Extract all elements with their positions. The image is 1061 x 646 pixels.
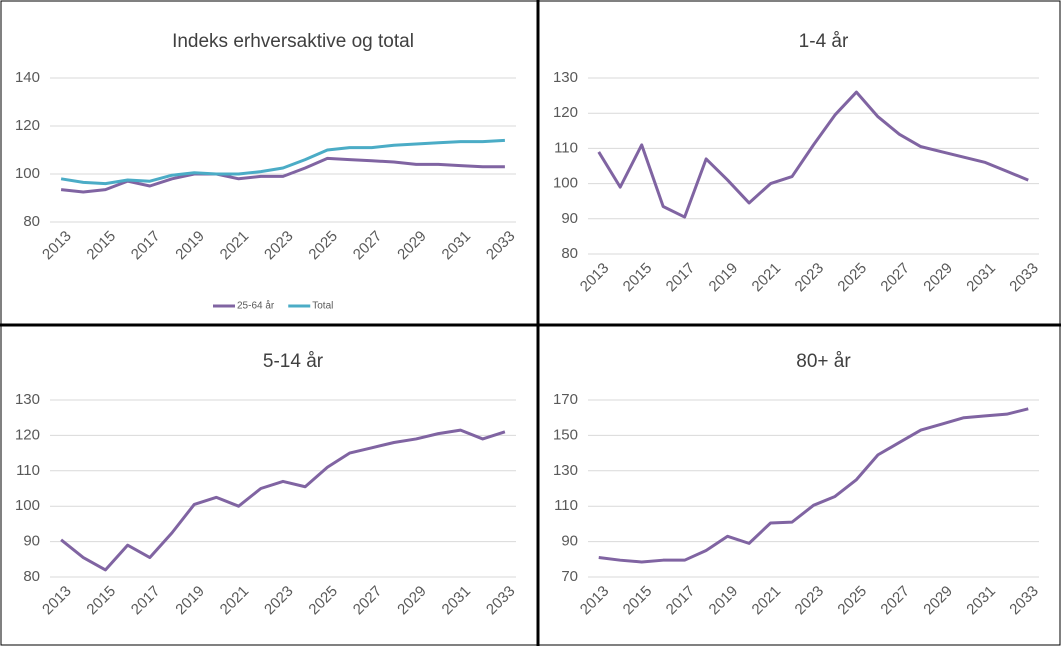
y-tick-label: 80 xyxy=(561,245,578,262)
x-tick-label: 2029 xyxy=(920,260,956,296)
y-tick-label: 130 xyxy=(553,69,578,86)
x-tick-label: 2013 xyxy=(39,583,75,619)
y-tick-label: 140 xyxy=(15,69,40,86)
data-line xyxy=(60,156,505,194)
x-tick-label: 2027 xyxy=(877,583,913,619)
y-tick-label: 170 xyxy=(553,391,578,408)
x-tick-label: 2031 xyxy=(439,583,475,619)
x-tick-label: 2025 xyxy=(305,228,341,264)
y-tick-label: 110 xyxy=(554,139,578,156)
y-tick-label: 120 xyxy=(15,117,40,134)
y-tick-label: 130 xyxy=(553,462,578,479)
data-line xyxy=(597,90,1029,219)
x-tick-label: 2021 xyxy=(217,228,253,264)
x-tick-label: 2033 xyxy=(1006,260,1042,296)
x-tick-label: 2017 xyxy=(663,583,699,619)
y-tick-label: 110 xyxy=(16,462,40,479)
chart-panel: Indeks erhversaktive og total 80 100 120 140… xyxy=(15,31,519,312)
x-tick-label: 2033 xyxy=(483,583,519,619)
x-tick-label: 2023 xyxy=(792,583,828,619)
x-tick-label: 2027 xyxy=(350,583,386,619)
y-tick-label: 90 xyxy=(561,533,578,550)
y-tick-label: 100 xyxy=(15,497,40,514)
x-tick-label: 2017 xyxy=(663,260,699,296)
x-tick-label: 2015 xyxy=(83,228,119,264)
chart-title: Indeks erhversaktive og total xyxy=(172,31,414,52)
x-tick-label: 2017 xyxy=(128,583,164,619)
y-tick-label: 120 xyxy=(553,104,578,121)
x-tick-label: 2027 xyxy=(877,260,913,296)
x-tick-label: 2013 xyxy=(577,260,613,296)
x-tick-label: 2029 xyxy=(920,583,956,619)
x-tick-label: 2031 xyxy=(963,583,999,619)
x-tick-label: 2019 xyxy=(172,583,208,619)
x-tick-label: 2015 xyxy=(620,260,656,296)
y-tick-label: 120 xyxy=(15,426,40,443)
x-tick-label: 2025 xyxy=(834,260,870,296)
y-tick-label: 110 xyxy=(554,497,578,514)
x-tick-label: 2033 xyxy=(1006,583,1042,619)
x-tick-label: 2013 xyxy=(39,228,75,264)
x-tick-label: 2029 xyxy=(394,228,430,264)
y-tick-label: 130 xyxy=(15,391,40,408)
x-tick-label: 2027 xyxy=(350,228,386,264)
y-tick-label: 70 xyxy=(561,568,578,585)
y-tick-label: 90 xyxy=(23,533,40,550)
x-tick-label: 2019 xyxy=(706,260,742,296)
x-tick-label: 2019 xyxy=(172,228,208,264)
y-tick-label: 100 xyxy=(553,175,578,192)
x-tick-label: 2023 xyxy=(261,583,297,619)
data-line xyxy=(60,428,506,572)
x-tick-label: 2021 xyxy=(217,583,253,619)
legend-label: Total xyxy=(312,301,333,312)
x-tick-label: 2029 xyxy=(394,583,430,619)
data-line xyxy=(60,138,505,186)
x-tick-label: 2025 xyxy=(834,583,870,619)
x-tick-label: 2021 xyxy=(749,583,785,619)
legend-label: 25-64 år xyxy=(237,300,275,312)
chart-title: 5-14 år xyxy=(263,351,324,372)
y-tick-label: 80 xyxy=(23,568,40,585)
y-tick-label: 90 xyxy=(561,210,578,227)
y-tick-label: 150 xyxy=(553,426,578,443)
y-tick-label: 80 xyxy=(23,213,40,230)
x-tick-label: 2019 xyxy=(706,583,742,619)
x-tick-label: 2025 xyxy=(305,583,341,619)
data-line xyxy=(598,407,1029,564)
x-tick-label: 2031 xyxy=(963,260,999,296)
chart-title: 1-4 år xyxy=(799,31,849,52)
x-tick-label: 2017 xyxy=(128,228,164,264)
x-tick-label: 2015 xyxy=(620,583,656,619)
x-tick-label: 2021 xyxy=(749,260,785,296)
x-tick-label: 2015 xyxy=(83,583,119,619)
chart-title: 80+ år xyxy=(796,351,851,372)
x-tick-label: 2023 xyxy=(261,228,297,264)
x-tick-label: 2013 xyxy=(577,583,613,619)
y-tick-label: 100 xyxy=(15,165,40,182)
x-tick-label: 2033 xyxy=(483,228,519,264)
x-tick-label: 2023 xyxy=(792,260,828,296)
x-tick-label: 2031 xyxy=(439,228,475,264)
